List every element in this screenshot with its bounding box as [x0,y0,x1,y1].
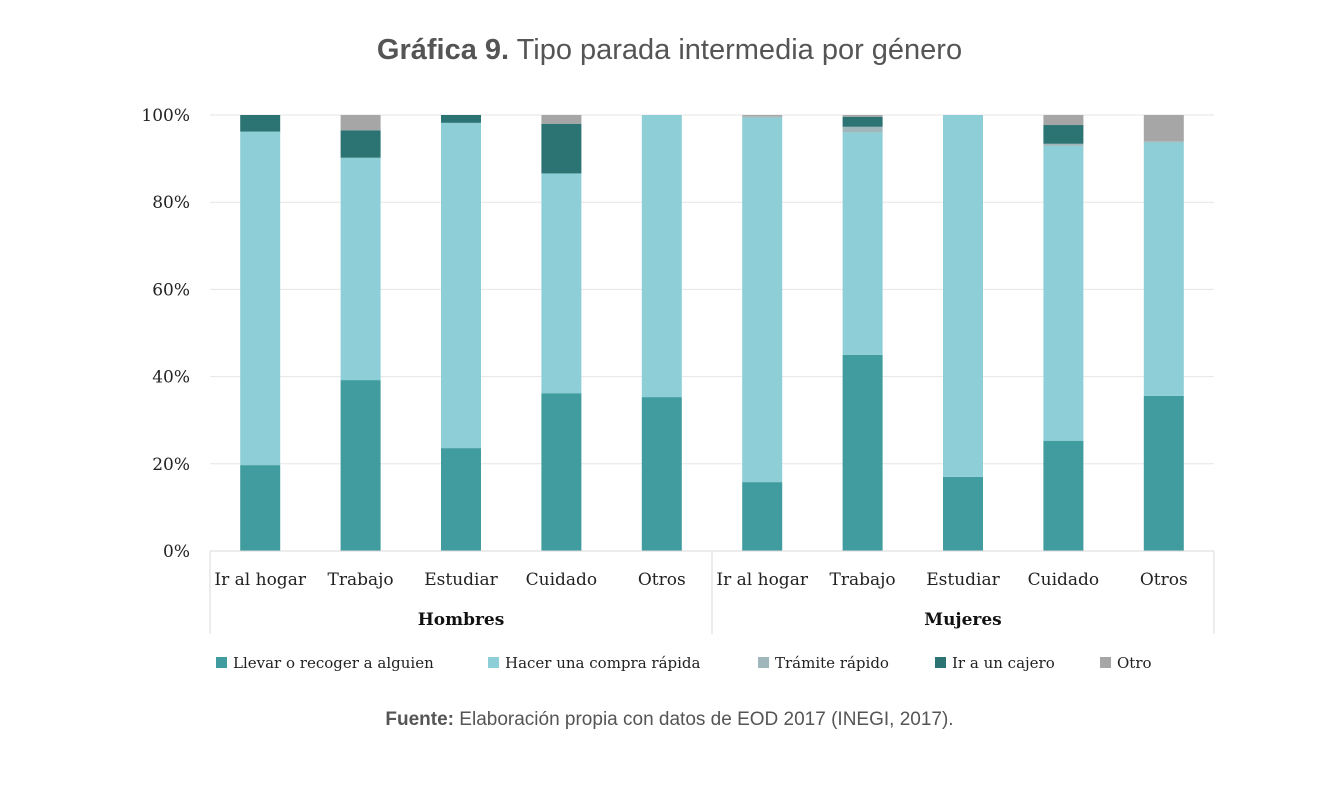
bar-segment [943,115,983,477]
bar-segment [340,157,381,381]
legend-label: Ir a un cajero [952,654,1055,672]
bar-segment [842,116,883,127]
bar-segment [541,393,582,551]
bar-segment [240,465,281,551]
y-tick-label: 60% [152,280,190,300]
x-tick-label: Otros [1140,570,1188,590]
legend-swatch [758,657,769,668]
bar-segment [340,130,381,158]
bar-segment [842,132,883,355]
bar-segment [240,131,281,466]
y-tick-label: 80% [152,193,190,213]
x-tick-label: Ir al hogar [716,570,808,590]
source-text: Elaboración propia con datos de EOD 2017… [454,709,954,730]
x-tick-label: Estudiar [926,570,1000,590]
y-tick-label: 20% [152,455,190,475]
bar-segment [1043,440,1084,551]
bar-segment [742,116,783,118]
source-label: Fuente: [385,709,455,730]
bar-segment [441,448,481,551]
bar-segment [340,380,381,551]
x-tick-label: Trabajo [830,570,896,590]
y-axis-ticks: 0% 20% 40% 60% 80% 100% [141,106,190,562]
chart-title: Gráfica 9. Tipo parada intermedia por gé… [0,34,1339,67]
x-tick-label: Cuidado [526,570,598,590]
x-tick-label: Trabajo [328,570,394,590]
legend-label: Trámite rápido [775,654,889,672]
legend: Llevar o recoger a alguien Hacer una comp… [216,654,1152,672]
legend-swatch [935,657,946,668]
y-tick-label: 40% [152,368,190,388]
bar-segment [943,476,983,551]
bar-segment [1043,143,1084,146]
bar-segment [1043,115,1084,126]
x-tick-label: Otros [638,570,686,590]
bar-segment [742,482,783,551]
bar-segment [742,115,783,117]
x-tick-label: Estudiar [424,570,498,590]
y-tick-label: 100% [141,106,190,126]
bar-segment [541,115,582,124]
bar-segment [1043,145,1084,441]
bar-segment [742,117,783,483]
category-axis: Ir al hogar Trabajo Estudiar Cuidado Otros Ho… [209,550,1215,634]
legend-swatch [488,657,499,668]
bar-segment [541,173,582,394]
x-tick-label: Ir al hogar [214,570,306,590]
bar-segment [541,123,582,174]
legend-swatch [1100,657,1111,668]
chart-title-text: Tipo parada intermedia por género [509,34,963,66]
bar-segment [641,397,682,551]
bar-segment [1143,142,1184,396]
bar-segment [842,115,883,117]
legend-label: Hacer una compra rápida [505,654,701,672]
bar-segment [441,122,481,449]
chart-title-number: Gráfica 9. [376,34,510,66]
bar-segment [240,115,281,132]
y-tick-label: 0% [163,542,190,562]
group-label: Mujeres [924,610,1002,630]
legend-label: Otro [1117,654,1152,672]
bar-segment [441,115,481,123]
bar-segment [641,115,682,398]
bar-segment [1043,125,1084,144]
legend-swatch [216,657,227,668]
bar-segment [1143,141,1184,143]
bar-segment [1143,395,1184,551]
x-tick-label: Cuidado [1028,570,1100,590]
legend-label: Llevar o recoger a alguien [233,654,434,672]
bar-segment [1143,115,1184,142]
bars [240,115,1184,551]
source-note: Fuente: Elaboración propia con datos de … [0,709,1339,731]
bar-segment [842,354,883,551]
stacked-bar-chart: 0% 20% 40% 60% 80% 100% Ir al hogar Trabajo Est… [141,106,1215,672]
bar-segment [340,115,381,131]
group-label: Hombres [418,610,505,630]
bar-segment [842,126,883,133]
